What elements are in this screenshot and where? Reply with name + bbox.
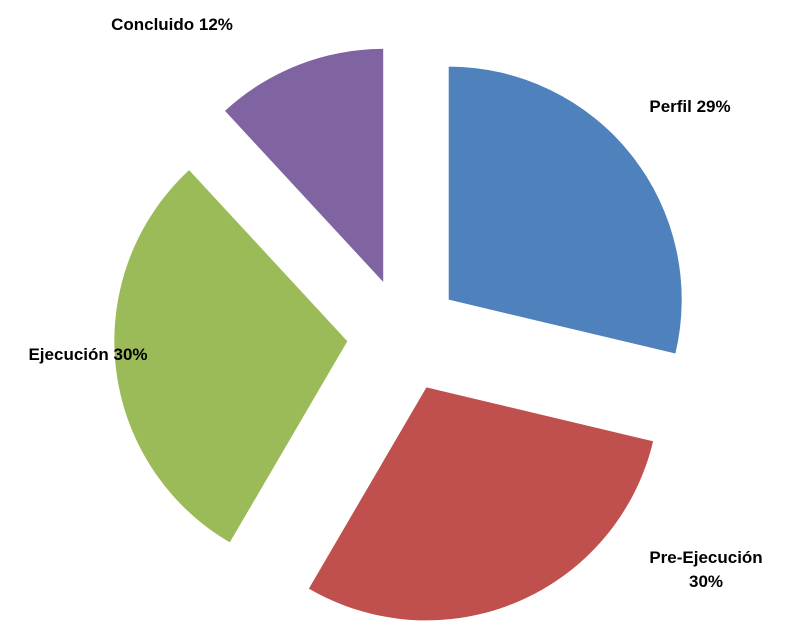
pie-slice — [114, 170, 348, 543]
pie-slice — [308, 387, 654, 621]
pie-slice — [224, 48, 384, 282]
slice-label: Perfil 29% — [649, 97, 731, 116]
pie-slice — [448, 66, 682, 354]
slice-label: Ejecución 30% — [28, 345, 148, 364]
slice-label: Concluido 12% — [111, 15, 233, 34]
slice-label: Pre-Ejecución 30% — [649, 548, 763, 591]
